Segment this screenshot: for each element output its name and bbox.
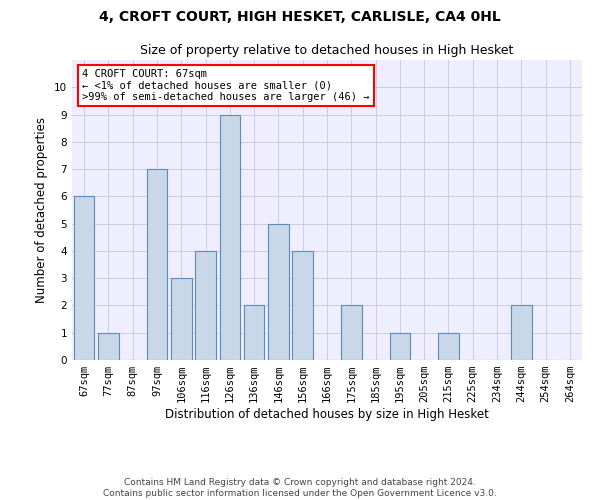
Y-axis label: Number of detached properties: Number of detached properties [35,117,49,303]
Text: 4 CROFT COURT: 67sqm
← <1% of detached houses are smaller (0)
>99% of semi-detac: 4 CROFT COURT: 67sqm ← <1% of detached h… [82,69,370,102]
Bar [98,332,119,360]
Bar [244,306,265,360]
Title: Size of property relative to detached houses in High Hesket: Size of property relative to detached ho… [140,44,514,58]
Bar [292,251,313,360]
Bar [511,306,532,360]
Bar [268,224,289,360]
Bar [220,114,240,360]
Bar [74,196,94,360]
Bar [341,306,362,360]
Bar [389,332,410,360]
Bar [195,251,216,360]
Bar [171,278,191,360]
Bar [438,332,459,360]
Bar [146,169,167,360]
X-axis label: Distribution of detached houses by size in High Hesket: Distribution of detached houses by size … [165,408,489,421]
Text: 4, CROFT COURT, HIGH HESKET, CARLISLE, CA4 0HL: 4, CROFT COURT, HIGH HESKET, CARLISLE, C… [99,10,501,24]
Text: Contains HM Land Registry data © Crown copyright and database right 2024.
Contai: Contains HM Land Registry data © Crown c… [103,478,497,498]
